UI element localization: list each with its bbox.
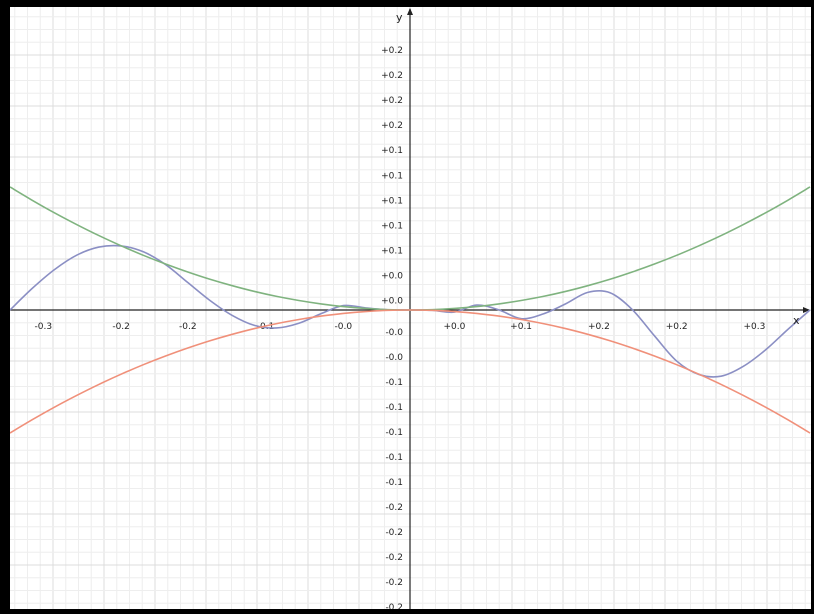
y-tick-label: -0.1 (385, 378, 403, 388)
function-plot: -0.3 -0.2 -0.2 -0.1 -0.0 +0.0 +0.1 +0.2 +0.2 +0.3… (10, 7, 811, 609)
y-tick-label: -0.1 (385, 453, 403, 463)
y-tick-label: +0.1 (381, 246, 403, 256)
y-tick-label: -0.2 (385, 578, 403, 588)
y-axis-label: y (396, 11, 403, 24)
y-tick-label: -0.1 (385, 478, 403, 488)
y-tick-label: -0.2 (385, 553, 403, 563)
y-tick-label: -0.2 (385, 603, 403, 609)
y-tick-label: +0.2 (381, 46, 403, 56)
x-axis-label: x (793, 314, 800, 327)
x-tick-label: -0.0 (335, 322, 353, 332)
y-tick-label: +0.0 (381, 271, 403, 281)
x-tick-label: +0.2 (666, 322, 688, 332)
x-axis-arrow (803, 307, 810, 313)
plot-area: -0.3 -0.2 -0.2 -0.1 -0.0 +0.0 +0.1 +0.2 +0.2 +0.3… (10, 7, 811, 609)
y-tick-label: -0.1 (385, 403, 403, 413)
x-tick-label: +0.0 (444, 322, 466, 332)
x-tick-label: +0.2 (588, 322, 610, 332)
y-tick-label: -0.2 (385, 528, 403, 538)
y-tick-label: +0.0 (381, 296, 403, 306)
x-tick-label: -0.2 (112, 322, 130, 332)
y-tick-label: -0.2 (385, 503, 403, 513)
series-line-3 (10, 309, 811, 434)
tick-labels: -0.3 -0.2 -0.2 -0.1 -0.0 +0.0 +0.1 +0.2 +0.2 +0.3… (35, 46, 766, 609)
y-axis-arrow (407, 8, 413, 15)
y-tick-label: +0.2 (381, 96, 403, 106)
y-tick-label: +0.2 (381, 121, 403, 131)
y-tick-label: +0.1 (381, 196, 403, 206)
x-tick-label: -0.3 (35, 322, 53, 332)
y-tick-label: -0.0 (385, 353, 403, 363)
curves (10, 186, 811, 434)
y-tick-label: +0.2 (381, 71, 403, 81)
y-tick-label: -0.1 (385, 428, 403, 438)
y-tick-label: +0.1 (381, 146, 403, 156)
y-tick-label: +0.1 (381, 221, 403, 231)
x-tick-label: +0.1 (510, 322, 532, 332)
x-tick-label: +0.3 (744, 322, 766, 332)
x-tick-label: -0.2 (179, 322, 197, 332)
y-tick-label: +0.1 (381, 171, 403, 181)
y-tick-label: -0.0 (385, 328, 403, 338)
